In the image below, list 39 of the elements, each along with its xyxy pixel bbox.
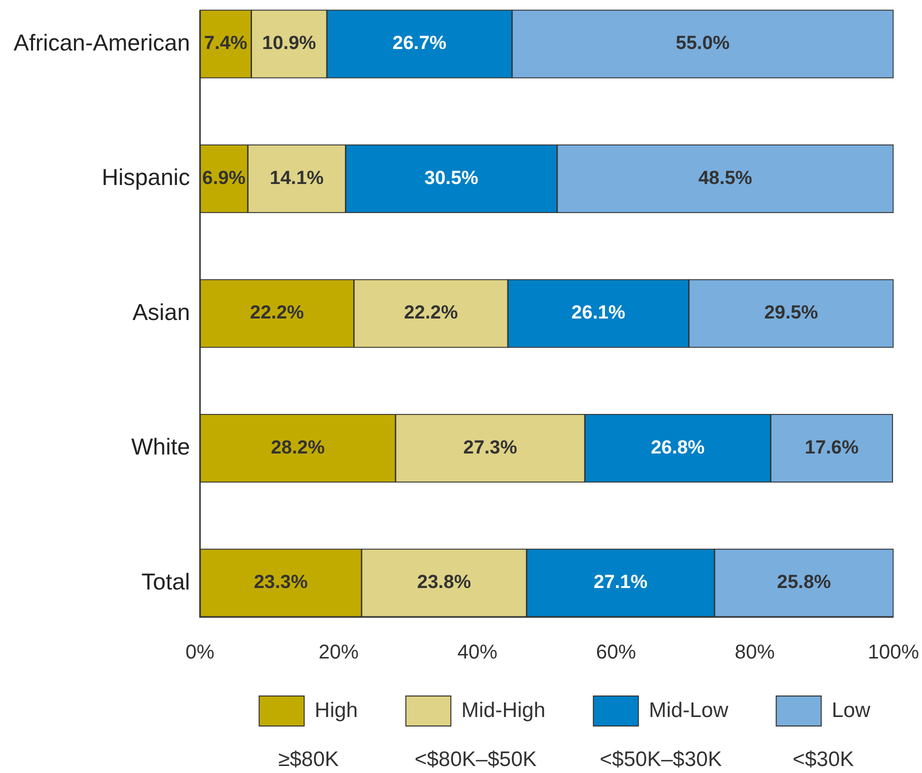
legend-label: Low [832,698,872,722]
data-label: 23.3% [254,572,308,594]
text: <$30K [792,748,854,771]
y-tick-label: White [131,434,190,460]
data-label: 26.1% [571,302,626,324]
data-label: 27.3% [463,437,518,458]
data-label: 30.5% [424,168,478,189]
legend-label: Mid-Low [648,698,730,722]
data-label: 17.6% [804,437,859,458]
legend-label: Mid-High [461,698,546,722]
data-label: 28.2% [270,437,325,458]
data-label: 55.0% [676,33,730,54]
legend-label: High [314,698,358,722]
y-tick-label: African-American [14,29,190,56]
data-label: 25.8% [777,572,832,594]
text: <$50K–$30K [600,748,722,771]
x-tick-label: 60% [596,642,636,664]
data-label: 29.5% [764,302,818,324]
data-label: 48.5% [698,168,752,189]
text: <$80K–$50K [414,748,537,771]
x-tick-label: 20% [318,642,359,664]
data-label: 22.2% [404,302,458,324]
x-tick-label: 40% [457,642,498,664]
data-label: 10.9% [262,33,316,54]
y-tick-label: Asian [132,298,190,325]
data-label: 27.1% [594,572,648,594]
data-label: 23.8% [417,572,472,594]
y-tick-label: Total [141,568,190,594]
x-tick-label: 80% [734,642,775,664]
x-tick-label: 0% [186,642,215,664]
data-label: 6.9% [202,168,246,189]
text: ≥$80K [278,748,339,771]
data-label: 7.4% [204,33,248,54]
data-label: 26.7% [392,33,447,54]
y-tick-label: Hispanic [102,164,190,190]
data-label: 14.1% [270,168,324,189]
x-tick-label: 100% [868,642,920,664]
data-label: 22.2% [250,302,304,324]
data-label: 26.8% [650,437,705,458]
